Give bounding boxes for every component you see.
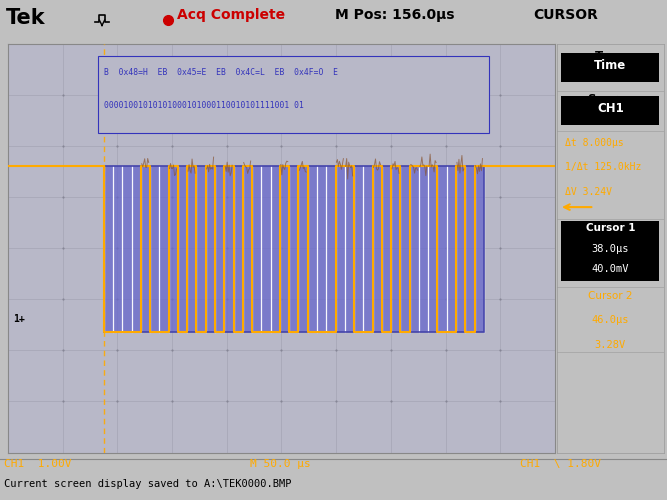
Bar [98, 56, 490, 134]
Text: 1/Δt 125.0kHz: 1/Δt 125.0kHz [566, 162, 642, 172]
Text: 38.0μs: 38.0μs [592, 244, 629, 254]
Text: M 50.0 μs: M 50.0 μs [249, 460, 310, 469]
Text: Source: Source [588, 94, 633, 106]
Text: CH1: CH1 [597, 102, 624, 116]
Bar [103, 166, 484, 332]
Text: CH1  \ 1.80V: CH1 \ 1.80V [520, 460, 601, 469]
Text: Δt 8.000μs: Δt 8.000μs [566, 138, 624, 147]
Text: B  0x48=H  EB  0x45=E  EB  0x4C=L  EB  0x4F=O  E: B 0x48=H EB 0x45=E EB 0x4C=L EB 0x4F=O E [103, 68, 338, 77]
Text: 3.28V: 3.28V [595, 340, 626, 350]
Text: CURSOR: CURSOR [533, 8, 598, 22]
Text: 00001001010101000101000110010101111001 01: 00001001010101000101000110010101111001 0… [103, 101, 303, 110]
Text: Acq Complete: Acq Complete [177, 8, 285, 22]
Text: Tek: Tek [6, 8, 45, 28]
Text: ΔV 3.24V: ΔV 3.24V [566, 186, 612, 196]
Text: 40.0mV: 40.0mV [592, 264, 629, 274]
Text: Type: Type [595, 50, 626, 62]
Bar [561, 96, 660, 126]
Text: 46.0μs: 46.0μs [592, 316, 629, 326]
Bar [561, 222, 660, 280]
Text: Current screen display saved to A:\TEK0000.BMP: Current screen display saved to A:\TEK00… [4, 478, 291, 488]
Text: Cursor 1: Cursor 1 [586, 224, 635, 234]
Text: Cursor 2: Cursor 2 [588, 291, 632, 301]
Text: 1+: 1+ [13, 314, 25, 324]
Text: CH1  1.00V: CH1 1.00V [4, 460, 71, 469]
Bar [561, 53, 660, 82]
Text: Time: Time [594, 59, 626, 72]
Text: M Pos: 156.0μs: M Pos: 156.0μs [335, 8, 454, 22]
Bar [103, 166, 484, 332]
